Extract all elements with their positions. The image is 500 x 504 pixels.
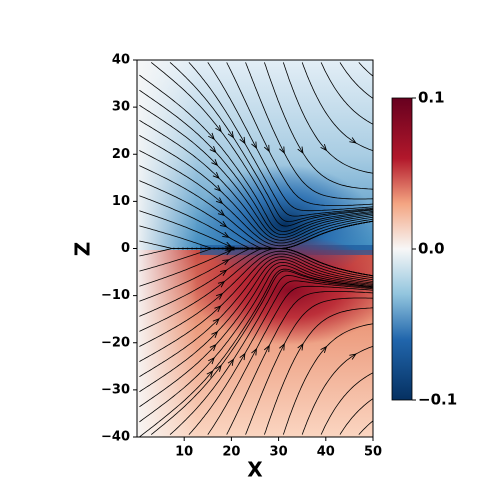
y-tick-label: 20 <box>112 147 130 162</box>
streamline-arrow <box>349 137 357 144</box>
streamline <box>150 62 373 227</box>
streamline <box>301 345 373 435</box>
streamline-arrow <box>215 125 222 133</box>
streamlines <box>139 62 373 437</box>
streamline <box>139 104 373 238</box>
streamline-arrow <box>320 345 328 354</box>
streamline <box>264 62 373 190</box>
colorbar <box>391 97 413 401</box>
x-tick-label: 40 <box>317 445 335 460</box>
streamline-arrow <box>209 343 217 351</box>
streamline-arrow <box>209 146 217 154</box>
plot-area <box>137 60 373 437</box>
streamline-arrow <box>222 231 230 238</box>
streamline <box>139 265 373 423</box>
x-axis-label: X <box>247 458 263 482</box>
streamline-arrow <box>251 141 257 150</box>
streamline <box>139 268 373 437</box>
colorbar-tick-label: −0.1 <box>418 391 457 409</box>
streamline <box>139 256 373 378</box>
streamline <box>207 62 373 212</box>
streamline-arrow <box>279 146 285 155</box>
streamline-arrow <box>214 184 222 192</box>
y-axis-label: Z <box>71 242 95 257</box>
streamline-arrow <box>239 136 246 145</box>
streamline <box>139 250 373 347</box>
streamline-arrow <box>222 259 230 266</box>
y-tick-label: 0 <box>121 241 130 256</box>
x-tick-label: 20 <box>222 445 240 460</box>
streamline-arrow <box>297 146 304 155</box>
streamline-arrow <box>279 342 285 351</box>
streamline-arrow <box>208 132 215 140</box>
streamline <box>226 62 373 206</box>
streamline <box>339 62 373 99</box>
streamline <box>320 372 373 435</box>
streamline-arrow <box>219 221 228 228</box>
streamline-arrow <box>211 159 219 167</box>
streamline-arrow <box>215 197 224 205</box>
streamline <box>245 297 373 435</box>
streamline <box>339 398 373 435</box>
field-red-core <box>190 235 373 345</box>
streamline-arrow <box>349 353 357 360</box>
streamline <box>150 270 373 435</box>
streamline <box>226 291 373 435</box>
streamline <box>139 150 373 247</box>
streamline-arrow <box>217 280 226 288</box>
streamline-arrow <box>297 342 304 351</box>
y-tick-label: 30 <box>112 100 130 115</box>
streamline <box>139 253 373 362</box>
streamline <box>169 62 373 222</box>
streamline-arrow <box>211 330 219 338</box>
streamline <box>139 180 373 250</box>
streamline-arrow <box>214 305 222 313</box>
streamline-arrow <box>263 144 270 153</box>
y-tick-label: −20 <box>101 335 130 350</box>
streamline-arrow <box>215 364 222 372</box>
x-tick-label: 30 <box>270 445 288 460</box>
y-tick-label: −10 <box>101 288 130 303</box>
y-tick-label: −40 <box>101 430 130 445</box>
colorbar-tick-label: 0.1 <box>418 89 445 107</box>
y-tick-label: 10 <box>112 194 130 209</box>
streamline <box>282 323 373 435</box>
streamline-arrow <box>212 317 220 325</box>
streamline <box>139 259 373 393</box>
streamline <box>139 119 373 241</box>
streamline-arrow <box>224 241 233 248</box>
streamline-arrow <box>215 292 224 300</box>
streamline <box>188 62 373 217</box>
streamline-arrow <box>227 131 235 139</box>
streamline <box>264 307 373 435</box>
x-tick-label: 50 <box>364 445 382 460</box>
y-tick-label: 40 <box>112 53 130 68</box>
streamline-arrow <box>320 143 328 152</box>
streamline <box>282 62 373 174</box>
streamline-arrow <box>219 269 228 276</box>
streamline <box>139 135 373 244</box>
streamline-arrow <box>251 347 257 356</box>
streamline <box>169 275 373 435</box>
streamline-arrow <box>227 358 235 366</box>
streamline <box>207 285 373 435</box>
streamline <box>139 74 373 232</box>
x-tick-label: 10 <box>175 445 193 460</box>
streamline <box>139 165 373 277</box>
streamline-arrow <box>263 344 270 353</box>
streamline <box>320 62 373 125</box>
streamline-arrow <box>208 357 215 365</box>
streamline <box>301 62 373 152</box>
colorbar-tick-label: 0.0 <box>418 240 445 258</box>
streamline-arrow <box>206 370 214 378</box>
streamline <box>188 280 373 435</box>
streamline-arrow <box>212 172 220 180</box>
streamline-arrow <box>239 352 246 361</box>
y-tick-label: −30 <box>101 382 130 397</box>
streamline-arrow <box>217 209 226 217</box>
streamline <box>139 89 373 236</box>
streamline <box>245 62 373 200</box>
streamline <box>139 261 373 408</box>
